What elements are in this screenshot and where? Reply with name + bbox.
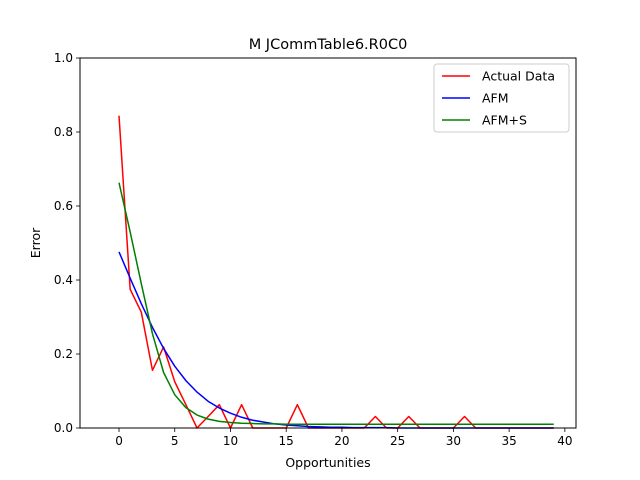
legend-box [433, 63, 570, 133]
x-tick-label: 10 [223, 434, 238, 448]
x-tick-label: 30 [446, 434, 461, 448]
x-axis-label: Opportunities [285, 455, 370, 470]
x-tick-label: 0 [115, 434, 123, 448]
y-tick-label: 0.8 [54, 125, 73, 139]
y-tick-label: 1.0 [54, 51, 73, 65]
y-tick-label: 0.4 [54, 273, 73, 287]
legend: Actual Data AFM AFM+S [433, 63, 570, 133]
x-tick-label: 25 [390, 434, 405, 448]
y-tick-label: 0.0 [54, 421, 73, 435]
legend-label-0: Actual Data [482, 69, 555, 84]
legend-label-2: AFM+S [482, 113, 527, 128]
x-tick-label: 35 [501, 434, 516, 448]
series-line-2 [118, 182, 554, 426]
x-tick-label: 40 [557, 434, 572, 448]
plot-frame [79, 57, 577, 429]
series-line-0 [118, 115, 554, 429]
chart-title: M JCommTable6.R0C0 [249, 37, 408, 53]
series-layer [118, 115, 554, 429]
y-tick-label: 0.6 [54, 199, 73, 213]
x-axis: 0 5 10 15 20 25 30 35 40 [115, 428, 572, 448]
x-tick-label: 5 [171, 434, 179, 448]
x-tick-label: 20 [334, 434, 349, 448]
y-tick-label: 0.2 [54, 347, 73, 361]
y-axis-label: Error [28, 227, 43, 258]
legend-label-1: AFM [482, 91, 509, 106]
y-axis: 0.0 0.2 0.4 0.6 0.8 1.0 [54, 51, 80, 435]
x-tick-label: 15 [279, 434, 294, 448]
